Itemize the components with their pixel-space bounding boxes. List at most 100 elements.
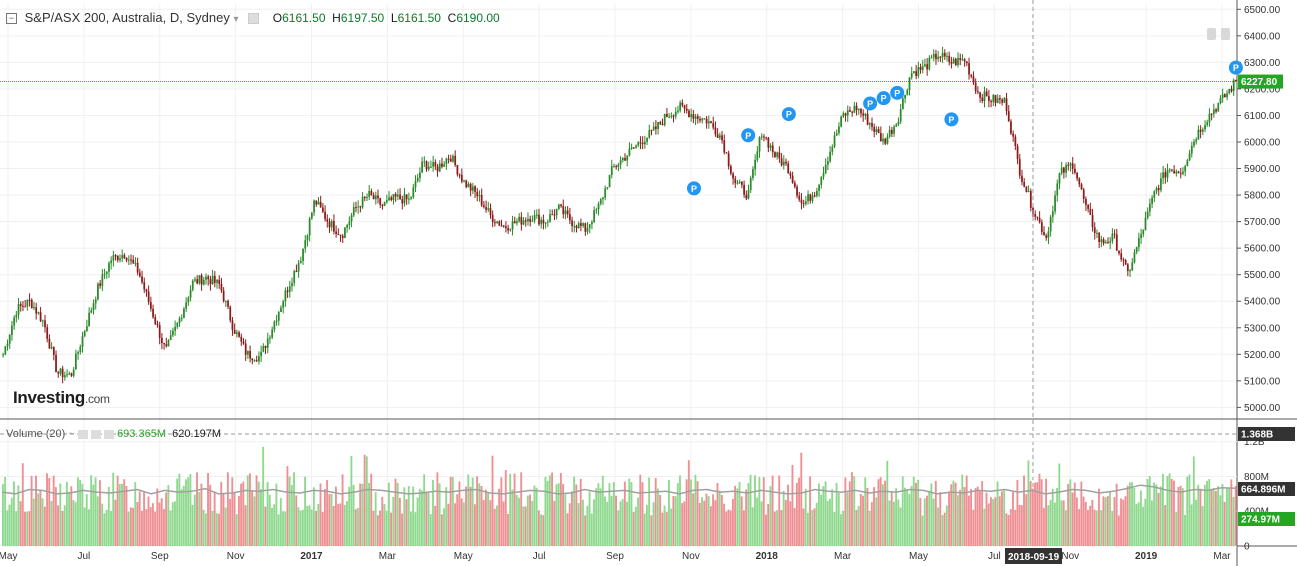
candle-body (449, 158, 452, 162)
candle-body (1071, 163, 1074, 169)
candle-body (767, 137, 770, 148)
volume-bar (617, 510, 620, 546)
candle-body (1093, 227, 1096, 233)
volume-bar (352, 484, 355, 546)
candle-body (710, 121, 712, 124)
candle-body (542, 219, 545, 224)
candle-body (902, 98, 904, 110)
volume-bar (978, 491, 981, 546)
volume-bar (1203, 484, 1206, 546)
event-marker[interactable] (741, 128, 756, 143)
candle-body (489, 208, 492, 216)
close-value: 6190.00 (456, 11, 500, 25)
y-tick-label: 5200.00 (1244, 350, 1281, 361)
hide-icon-vol[interactable] (90, 429, 101, 439)
candle-body (341, 235, 344, 239)
candle-body (1219, 98, 1222, 104)
pause-icon-2[interactable] (1221, 28, 1230, 40)
volume-bar (590, 513, 593, 546)
volume-bar (714, 500, 717, 546)
candle-body (738, 181, 741, 183)
candle-body (866, 113, 869, 125)
volume-bar (110, 511, 112, 546)
candle-body (626, 155, 629, 161)
candle-body (346, 225, 349, 228)
event-marker[interactable] (1228, 60, 1243, 75)
candle-body (760, 136, 763, 138)
candle-body (66, 374, 68, 376)
settings-icon-vol[interactable] (77, 429, 88, 439)
candle-body (846, 110, 849, 116)
volume-bar (670, 508, 673, 546)
event-marker[interactable] (863, 96, 878, 111)
candle-body (988, 96, 990, 101)
volume-bar (848, 481, 851, 546)
event-marker[interactable] (876, 91, 891, 106)
volume-bar (712, 494, 714, 546)
candle-body (976, 91, 979, 93)
candle-body (125, 258, 128, 261)
volume-bar (381, 496, 384, 546)
candle-body (487, 208, 490, 210)
candle-body (286, 290, 289, 292)
volume-bar (972, 509, 975, 546)
candle-body (39, 312, 42, 322)
y-tick-label: 5000.00 (1244, 403, 1281, 414)
volume-bar (864, 477, 867, 546)
candle-body (615, 166, 618, 168)
candle-body (1120, 253, 1123, 260)
candle-body (1109, 241, 1112, 243)
candle-body (950, 61, 953, 64)
volume-bar (445, 487, 448, 546)
event-marker[interactable] (944, 112, 959, 127)
volume-bar (1005, 513, 1008, 546)
candle-body (315, 200, 318, 205)
volume-title[interactable]: Volume (20) (6, 428, 66, 440)
volume-bar (30, 475, 33, 546)
volume-bar (74, 502, 77, 546)
volume-bar (341, 474, 344, 546)
volume-bar (1181, 488, 1184, 546)
candle-body (361, 197, 364, 208)
event-marker[interactable] (687, 181, 702, 196)
volume-bar (593, 499, 595, 546)
volume-bar (1060, 500, 1063, 546)
settings-icon[interactable] (248, 13, 260, 25)
symbol-title[interactable]: S&P/ASX 200, Australia, D, Sydney (24, 10, 230, 25)
candle-body (2, 354, 4, 356)
volume-bar (645, 505, 648, 546)
candle-body (211, 275, 214, 285)
candle-body (432, 161, 435, 167)
volume-bar (1042, 507, 1045, 546)
chevron-down-icon[interactable]: ▾ (233, 14, 239, 25)
volume-bar (745, 489, 748, 546)
volume-bar (542, 515, 545, 546)
volume-bar (480, 486, 483, 546)
candle-body (983, 91, 986, 101)
volume-bar (795, 482, 798, 546)
candle-body (1212, 109, 1215, 114)
close-icon-vol[interactable] (104, 429, 114, 439)
volume-bar (976, 486, 979, 546)
event-marker[interactable] (781, 107, 796, 122)
candle-body (557, 204, 560, 209)
event-marker[interactable] (890, 85, 905, 100)
volume-bar (1102, 496, 1105, 546)
candle-body (804, 201, 807, 204)
volume-bar (674, 496, 677, 546)
pause-icon[interactable] (1207, 28, 1216, 40)
candle-body (158, 325, 161, 338)
candle-body (575, 225, 578, 229)
collapse-icon[interactable]: − (6, 13, 17, 25)
candle-body (143, 282, 146, 290)
volume-bar (1219, 495, 1222, 546)
candle-body (1096, 232, 1098, 234)
candle-body (599, 199, 602, 204)
candle-body (324, 211, 326, 220)
candle-body (890, 129, 893, 134)
candle-body (734, 178, 737, 184)
candle-body (61, 368, 64, 378)
candle-body (224, 300, 227, 302)
candle-body (231, 320, 234, 330)
